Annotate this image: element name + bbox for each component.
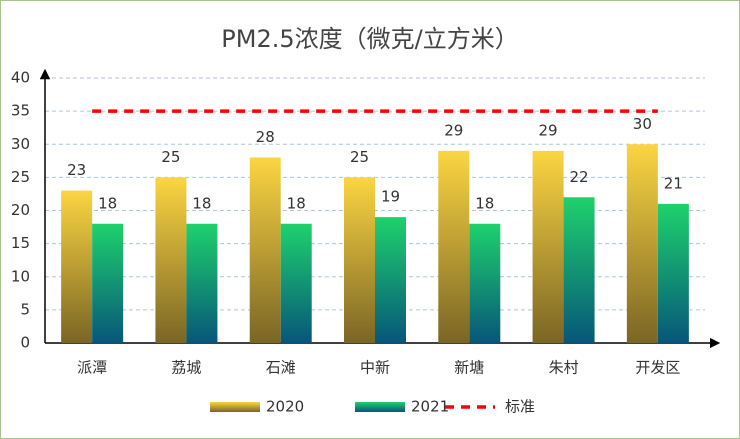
x-tick-label: 中新 — [360, 359, 390, 377]
legend-label: 标准 — [505, 398, 535, 416]
y-tick-label: 35 — [11, 102, 30, 120]
data-label: 29 — [539, 121, 558, 139]
bar — [186, 223, 218, 343]
bar — [155, 177, 187, 343]
bar — [280, 223, 312, 343]
y-tick-label: 10 — [11, 267, 30, 285]
data-label: 18 — [287, 194, 306, 212]
bar — [344, 177, 375, 343]
data-label: 25 — [161, 148, 180, 166]
y-tick-label: 5 — [20, 300, 30, 318]
legend-swatch — [355, 402, 405, 412]
legend-swatch — [210, 402, 260, 412]
bar — [469, 223, 501, 343]
x-tick-label: 荔城 — [171, 359, 201, 377]
data-label: 23 — [67, 161, 86, 179]
bar — [92, 223, 124, 343]
bar — [626, 144, 658, 343]
chart-title: PM2.5浓度（微克/立方米） — [221, 25, 518, 53]
bar — [532, 150, 564, 343]
x-tick-label: 新塘 — [454, 359, 484, 377]
data-label: 29 — [444, 121, 463, 139]
y-tick-label: 0 — [20, 334, 30, 352]
data-label: 18 — [192, 194, 211, 212]
x-tick-label: 朱村 — [549, 359, 579, 377]
legend-label: 2020 — [266, 398, 304, 416]
legend-label: 2021 — [411, 398, 449, 416]
data-label: 30 — [633, 115, 652, 133]
data-label: 18 — [475, 194, 494, 212]
y-tick-label: 20 — [11, 201, 30, 219]
data-label: 21 — [664, 174, 683, 192]
data-label: 25 — [350, 148, 369, 166]
bar — [61, 190, 93, 343]
x-tick-label: 石滩 — [266, 359, 296, 377]
data-label: 18 — [98, 194, 117, 212]
y-tick-label: 40 — [11, 69, 30, 87]
bar — [563, 197, 595, 343]
bar — [657, 203, 689, 343]
y-tick-label: 25 — [11, 168, 30, 186]
x-tick-label: 开发区 — [635, 359, 680, 377]
data-label: 22 — [570, 168, 589, 186]
y-tick-label: 30 — [11, 135, 30, 153]
data-label: 19 — [381, 188, 400, 206]
bar — [438, 150, 470, 343]
y-tick-label: 15 — [11, 234, 30, 252]
bar — [249, 157, 281, 343]
x-tick-label: 派潭 — [77, 359, 107, 377]
bar — [375, 217, 406, 343]
data-label: 28 — [256, 128, 275, 146]
